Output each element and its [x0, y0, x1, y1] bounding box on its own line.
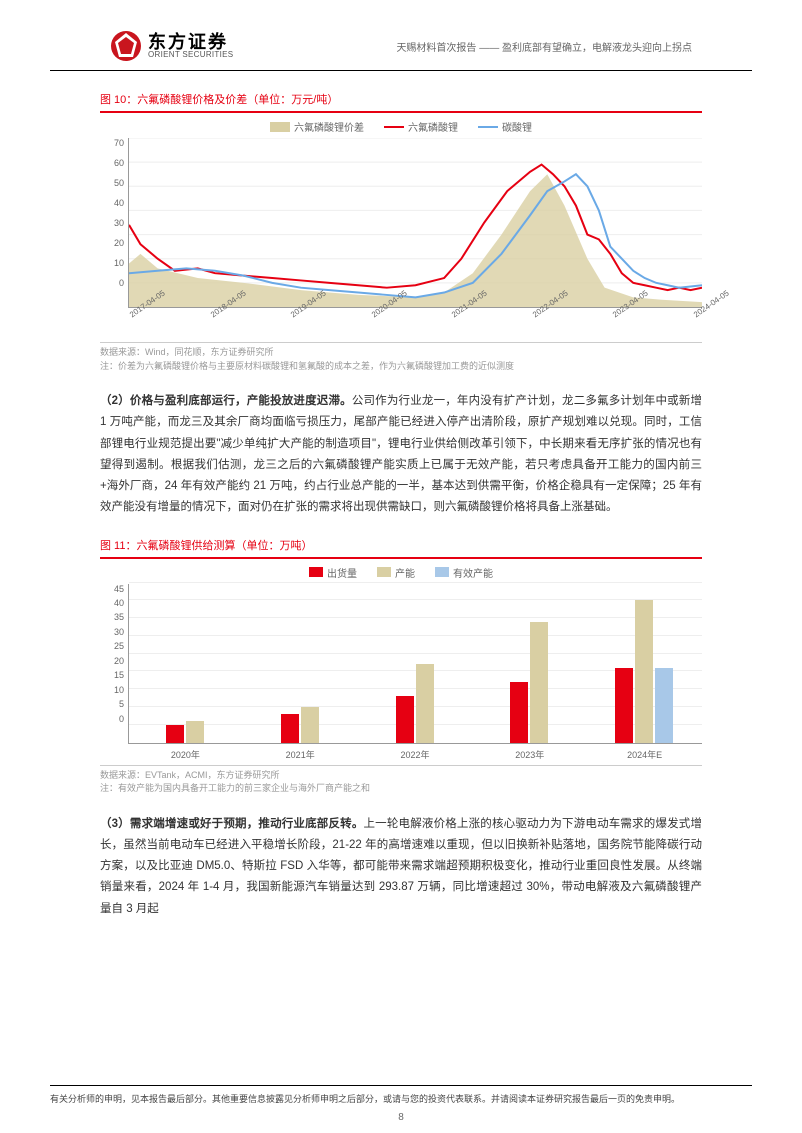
y-tick-label: 50	[100, 178, 124, 188]
logo-text-cn: 东方证券	[148, 33, 233, 51]
bar	[530, 622, 548, 743]
y-tick-label: 25	[100, 641, 124, 651]
bar	[635, 600, 653, 742]
header-subtitle: 天赐材料首次报告 —— 盈利底部有望确立，电解液龙头迎向上拐点	[396, 39, 692, 54]
bar	[166, 725, 184, 743]
page-number: 8	[0, 1112, 802, 1123]
figure-11-plot	[128, 584, 702, 744]
y-tick-label: 15	[100, 670, 124, 680]
legend-label: 产能	[395, 565, 415, 580]
figure-10-source-text: 数据来源：Wind，同花顺，东方证券研究所	[100, 346, 702, 360]
figure-10-x-axis: 2017-04-05 2018-04-05 2019-04-05 2020-04-05…	[100, 308, 702, 338]
y-tick-label: 40	[100, 598, 124, 608]
y-tick-label: 0	[100, 714, 124, 724]
x-tick-label: 2021-04-05	[450, 306, 473, 333]
legend-label: 碳酸锂	[502, 119, 532, 134]
x-tick-label: 2021年	[243, 748, 358, 761]
bar	[416, 664, 434, 742]
paragraph-2-body: 公司作为行业龙一，年内没有扩产计划，龙二多氟多计划年中或新增 1 万吨产能，而龙…	[100, 395, 702, 513]
figure-10-source: 数据来源：Wind，同花顺，东方证券研究所 注：价差为六氟磷酸锂价格与主要原材料…	[100, 342, 702, 373]
figure-11-title: 图 11：六氟磷酸锂供给测算（单位：万吨）	[100, 537, 702, 559]
legend-label: 出货量	[327, 565, 357, 580]
legend-label: 六氟磷酸锂价差	[294, 119, 364, 134]
logo-text-en: ORIENT SECURITIES	[148, 51, 233, 59]
bar	[655, 668, 673, 743]
figure-10-legend: 六氟磷酸锂价差 六氟磷酸锂 碳酸锂	[100, 119, 702, 134]
y-tick-label: 5	[100, 699, 124, 709]
x-tick-label: 2024年E	[587, 748, 702, 761]
figure-10: 图 10：六氟磷酸锂价格及价差（单位：万元/吨） 六氟磷酸锂价差 六氟磷酸锂 碳酸锂…	[100, 91, 702, 373]
y-tick-label: 60	[100, 158, 124, 168]
x-tick-label: 2020-04-05	[370, 306, 393, 333]
y-tick-label: 20	[100, 656, 124, 666]
x-tick-label: 2017-04-05	[128, 306, 151, 333]
y-tick-label: 30	[100, 627, 124, 637]
logo: 东方证券 ORIENT SECURITIES	[110, 30, 233, 62]
legend-item: 有效产能	[435, 565, 493, 580]
paragraph-2-lead: （2）价格与盈利底部运行，产能投放进度迟滞。	[100, 395, 352, 407]
bar-group	[615, 600, 673, 742]
x-tick-label: 2024-04-05	[692, 306, 715, 333]
legend-item: 六氟磷酸锂价差	[270, 119, 364, 134]
figure-11-legend: 出货量 产能 有效产能	[100, 565, 702, 580]
y-tick-label: 45	[100, 584, 124, 594]
legend-item: 产能	[377, 565, 415, 580]
bar	[396, 696, 414, 742]
bar	[281, 714, 299, 742]
paragraph-3-lead: （3）需求端增速或好于预期，推动行业底部反转。	[100, 818, 364, 830]
bar-group	[396, 664, 434, 742]
page-header: 东方证券 ORIENT SECURITIES 天赐材料首次报告 —— 盈利底部有…	[50, 0, 752, 71]
logo-icon	[110, 30, 142, 62]
figure-11-note-text: 注：有效产能为国内具备开工能力的前三家企业与海外厂商产能之和	[100, 782, 702, 796]
figure-10-plot	[128, 138, 702, 308]
bar-group	[166, 721, 204, 742]
legend-item: 出货量	[309, 565, 357, 580]
legend-swatch	[270, 122, 290, 132]
y-tick-label: 10	[100, 258, 124, 268]
figure-10-note-text: 注：价差为六氟磷酸锂价格与主要原材料碳酸锂和氢氟酸的成本之差，作为六氟磷酸锂加工…	[100, 360, 702, 374]
bar-group	[510, 622, 548, 743]
y-tick-label: 10	[100, 685, 124, 695]
y-tick-label: 30	[100, 218, 124, 228]
legend-swatch	[478, 126, 498, 128]
legend-label: 六氟磷酸锂	[408, 119, 458, 134]
legend-swatch	[309, 567, 323, 577]
figure-11: 图 11：六氟磷酸锂供给测算（单位：万吨） 出货量 产能 有效产能 45 40 35 30…	[100, 537, 702, 796]
figure-10-y-axis: 70 60 50 40 30 20 10 0	[100, 138, 124, 288]
x-tick-label: 2019-04-05	[289, 306, 312, 333]
legend-swatch	[384, 126, 404, 128]
legend-swatch	[435, 567, 449, 577]
y-tick-label: 40	[100, 198, 124, 208]
figure-11-source-text: 数据来源：EVTank，ACMI，东方证券研究所	[100, 769, 702, 783]
bar	[510, 682, 528, 742]
x-tick-label: 2023年	[472, 748, 587, 761]
x-tick-label: 2022-04-05	[531, 306, 554, 333]
bar	[186, 721, 204, 742]
bar	[301, 707, 319, 743]
legend-item: 碳酸锂	[478, 119, 532, 134]
paragraph-2: （2）价格与盈利底部运行，产能投放进度迟滞。公司作为行业龙一，年内没有扩产计划，…	[100, 391, 702, 519]
bar-group	[281, 707, 319, 743]
figure-11-x-axis: 2020年2021年2022年2023年2024年E	[100, 748, 702, 761]
figure-11-source: 数据来源：EVTank，ACMI，东方证券研究所 注：有效产能为国内具备开工能力…	[100, 765, 702, 796]
paragraph-3: （3）需求端增速或好于预期，推动行业底部反转。上一轮电解液价格上涨的核心驱动力为…	[100, 814, 702, 920]
figure-10-title: 图 10：六氟磷酸锂价格及价差（单位：万元/吨）	[100, 91, 702, 113]
y-tick-label: 70	[100, 138, 124, 148]
paragraph-3-body: 上一轮电解液价格上涨的核心驱动力为下游电动车需求的爆发式增长，虽然当前电动车已经…	[100, 818, 702, 915]
footer-disclaimer: 有关分析师的申明，见本报告最后部分。其他重要信息披露见分析师申明之后部分，或请与…	[50, 1085, 752, 1105]
x-tick-label: 2023-04-05	[611, 306, 634, 333]
y-tick-label: 20	[100, 238, 124, 248]
bar	[615, 668, 633, 743]
y-tick-label: 35	[100, 612, 124, 622]
figure-11-y-axis: 45 40 35 30 25 20 15 10 5 0	[100, 584, 124, 724]
x-tick-label: 2020年	[128, 748, 243, 761]
x-tick-label: 2018-04-05	[209, 306, 232, 333]
legend-label: 有效产能	[453, 565, 493, 580]
y-tick-label: 0	[100, 278, 124, 288]
legend-swatch	[377, 567, 391, 577]
legend-item: 六氟磷酸锂	[384, 119, 458, 134]
x-tick-label: 2022年	[358, 748, 473, 761]
